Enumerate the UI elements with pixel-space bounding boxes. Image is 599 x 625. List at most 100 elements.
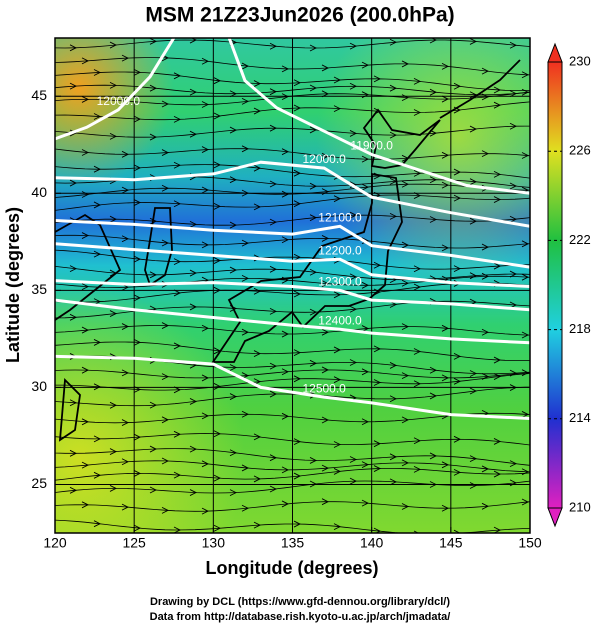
streamline-arrow xyxy=(413,348,422,355)
streamline-arrow xyxy=(493,526,502,533)
streamline-arrow xyxy=(510,546,516,552)
colorbar: 210 214 218 222 226 230 xyxy=(547,42,591,528)
streamline-arrow xyxy=(401,416,410,424)
x-tick-label: 135 xyxy=(281,535,305,551)
streamline-arrow xyxy=(189,398,198,405)
streamline-arrow xyxy=(149,84,158,92)
streamline-arrow xyxy=(401,372,410,380)
streamline-arrow xyxy=(229,393,238,400)
streamline-arrow xyxy=(201,241,210,249)
streamline-arrow xyxy=(161,416,170,424)
y-tick-label: 35 xyxy=(31,281,47,297)
contour-label: 12400.0 xyxy=(318,313,362,327)
streamline-arrow xyxy=(429,366,438,374)
streamline xyxy=(55,234,530,249)
streamline-arrow xyxy=(361,237,370,245)
streamline-arrow xyxy=(173,526,182,533)
streamline-arrow xyxy=(229,221,238,229)
streamline-arrow xyxy=(309,457,318,464)
streamline-arrow xyxy=(333,105,342,113)
streamline-arrow xyxy=(161,457,170,465)
streamline-arrow xyxy=(349,42,358,50)
streamline-arrow xyxy=(189,220,198,228)
streamline xyxy=(55,460,530,473)
streamline-arrow xyxy=(281,412,290,420)
streamline-arrow xyxy=(161,373,170,381)
colorbar-tick-label: 218 xyxy=(569,321,591,336)
streamline-arrow xyxy=(469,272,478,280)
streamline-arrow xyxy=(269,124,278,132)
streamline-arrow xyxy=(509,215,518,223)
streamline-arrow xyxy=(509,122,518,130)
streamline-arrow xyxy=(481,243,490,251)
streamline-arrow xyxy=(69,486,78,494)
streamline-arrow xyxy=(270,539,276,545)
streamline-arrow xyxy=(361,461,370,469)
streamline-arrow xyxy=(269,307,278,315)
streamline-arrow xyxy=(201,101,210,108)
streamline-arrow xyxy=(229,126,238,134)
streamline-arrow xyxy=(93,471,102,479)
streamline-arrow xyxy=(521,331,530,339)
streamline-arrow xyxy=(161,239,170,247)
streamline-arrow xyxy=(430,550,436,556)
streamline-arrow xyxy=(441,461,450,469)
streamline-arrow xyxy=(281,330,290,338)
streamline-arrow xyxy=(481,272,490,280)
streamline-arrow xyxy=(161,506,170,514)
streamline-arrow xyxy=(413,283,422,291)
streamline-arrow xyxy=(401,503,410,510)
streamline-arrow xyxy=(321,366,330,374)
streamline xyxy=(55,84,530,96)
streamline-arrow xyxy=(173,342,182,350)
streamline-arrow xyxy=(81,96,90,103)
streamline-arrow xyxy=(109,310,118,317)
streamline xyxy=(55,373,530,391)
streamline-arrow xyxy=(469,482,478,489)
streamline-arrow xyxy=(441,62,450,70)
streamline-arrow xyxy=(241,410,250,418)
streamline-arrow xyxy=(349,477,358,485)
streamline-arrow xyxy=(373,75,382,83)
streamline-arrow xyxy=(309,359,318,367)
streamline-arrow xyxy=(281,466,290,474)
streamline-arrow xyxy=(309,214,318,222)
streamline xyxy=(55,300,530,319)
streamline-arrow xyxy=(521,273,530,281)
streamline-arrow xyxy=(309,44,318,52)
streamline-arrow xyxy=(389,212,398,220)
streamline-arrow xyxy=(253,164,262,172)
streamline-arrow xyxy=(361,368,370,376)
streamline-arrow xyxy=(389,395,398,403)
streamline-arrow xyxy=(441,244,450,252)
streamline-arrow xyxy=(93,165,102,173)
streamline-arrow xyxy=(349,359,358,366)
streamline xyxy=(55,369,530,379)
coastline xyxy=(362,108,441,169)
streamline-arrow xyxy=(349,82,358,90)
streamline-arrow xyxy=(269,218,278,226)
contour-line xyxy=(55,38,176,141)
streamline-arrow xyxy=(389,362,398,369)
streamline-arrow xyxy=(253,475,262,483)
streamline-arrow xyxy=(429,129,438,137)
streamline-arrow xyxy=(321,464,330,472)
streamline-arrow xyxy=(413,265,422,273)
streamline-arrow xyxy=(213,430,222,438)
streamline-arrow xyxy=(229,176,238,184)
streamline-arrow xyxy=(81,232,90,239)
streamline-arrow xyxy=(481,328,490,336)
streamline-arrow xyxy=(149,445,158,453)
streamline-arrow xyxy=(109,132,118,140)
streamline-arrow xyxy=(401,323,410,331)
streamline-arrow xyxy=(189,489,198,496)
streamline-arrow xyxy=(401,459,410,467)
colorbar-tick-label: 226 xyxy=(569,143,591,158)
streamline-arrow xyxy=(493,356,502,364)
streamline-arrow xyxy=(173,200,182,208)
streamline-arrow xyxy=(93,113,102,120)
streamline-arrow xyxy=(441,324,450,332)
streamline xyxy=(55,249,530,270)
streamline-arrow xyxy=(241,239,250,247)
